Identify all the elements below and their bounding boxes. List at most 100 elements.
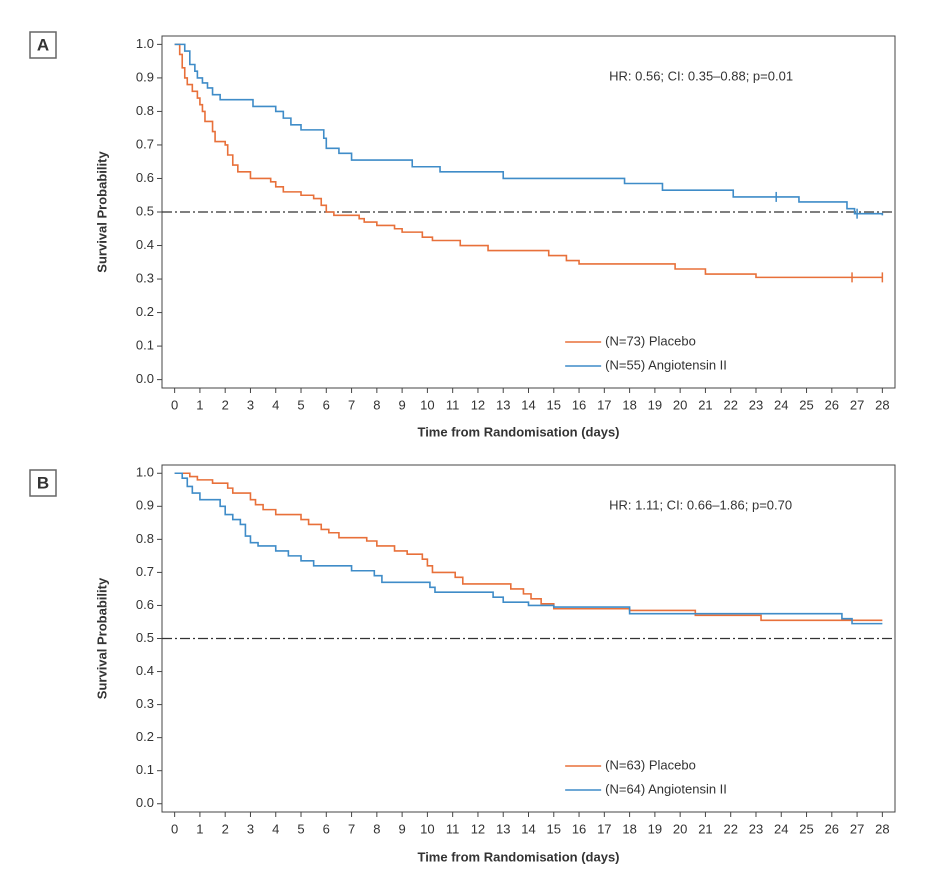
y-tick-label: 0.3 (136, 270, 154, 285)
x-tick-label: 11 (446, 821, 460, 836)
y-tick-label: 0.9 (136, 69, 154, 84)
x-axis-title: Time from Randomisation (days) (417, 849, 619, 864)
x-tick-label: 14 (521, 397, 535, 412)
x-tick-label: 21 (698, 821, 712, 836)
x-tick-label: 19 (648, 397, 662, 412)
y-tick-label: 0.6 (136, 170, 154, 185)
y-tick-label: 0.6 (136, 597, 154, 612)
x-tick-label: 20 (673, 821, 687, 836)
annotation: HR: 0.56; CI: 0.35–0.88; p=0.01 (609, 68, 793, 83)
x-tick-label: 1 (196, 821, 203, 836)
x-tick-label: 10 (420, 821, 434, 836)
y-axis-title: Survival Probability (94, 151, 109, 273)
y-tick-label: 0.1 (136, 338, 154, 353)
x-tick-label: 5 (297, 397, 304, 412)
x-tick-label: 28 (875, 397, 889, 412)
x-tick-label: 20 (673, 397, 687, 412)
y-tick-label: 0.9 (136, 498, 154, 513)
x-tick-label: 3 (247, 397, 254, 412)
y-tick-label: 0.7 (136, 564, 154, 579)
x-tick-label: 13 (496, 821, 510, 836)
legend-label: (N=64) Angiotensin II (605, 781, 727, 796)
y-tick-label: 0.3 (136, 696, 154, 711)
x-tick-label: 3 (247, 821, 254, 836)
panel-label-box (29, 469, 57, 497)
y-tick-label: 0.0 (136, 371, 154, 386)
x-tick-label: 12 (471, 397, 485, 412)
x-tick-label: 18 (622, 397, 636, 412)
x-tick-label: 16 (572, 397, 586, 412)
y-tick-label: 0.8 (136, 103, 154, 118)
x-tick-label: 23 (749, 397, 763, 412)
x-tick-label: 14 (521, 821, 535, 836)
x-tick-label: 24 (774, 397, 788, 412)
y-tick-label: 0.7 (136, 136, 154, 151)
x-tick-label: 26 (825, 397, 839, 412)
x-tick-label: 7 (348, 821, 355, 836)
x-tick-label: 0 (171, 397, 178, 412)
x-tick-label: 15 (547, 821, 561, 836)
x-tick-label: 27 (850, 397, 864, 412)
x-axis-title: Time from Randomisation (days) (417, 424, 619, 439)
y-tick-label: 1.0 (136, 36, 154, 51)
x-tick-label: 4 (272, 821, 279, 836)
survival-curve (174, 472, 883, 625)
x-tick-label: 9 (399, 821, 406, 836)
x-tick-label: 7 (348, 397, 355, 412)
x-tick-label: 5 (297, 821, 304, 836)
x-tick-label: 17 (597, 821, 611, 836)
y-tick-label: 0.4 (136, 663, 154, 678)
panel-label: A (37, 35, 49, 54)
panel-label-box (29, 31, 57, 59)
x-tick-label: 16 (572, 821, 586, 836)
x-tick-label: 12 (471, 821, 485, 836)
x-tick-label: 10 (420, 397, 434, 412)
x-tick-label: 0 (171, 821, 178, 836)
x-tick-label: 15 (547, 397, 561, 412)
y-axis-title: Survival Probability (94, 577, 109, 699)
x-tick-label: 4 (272, 397, 279, 412)
x-tick-label: 25 (799, 821, 813, 836)
y-tick-label: 0.1 (136, 762, 154, 777)
x-tick-label: 27 (850, 821, 864, 836)
y-tick-label: 1.0 (136, 465, 154, 480)
annotation: HR: 1.11; CI: 0.66–1.86; p=0.70 (609, 497, 792, 512)
legend-label: (N=63) Placebo (605, 757, 696, 772)
y-tick-label: 0.8 (136, 531, 154, 546)
y-tick-label: 0.2 (136, 729, 154, 744)
panel-label: B (37, 473, 49, 492)
x-tick-label: 22 (723, 397, 737, 412)
legend-label: (N=73) Placebo (605, 333, 696, 348)
y-tick-label: 0.5 (136, 203, 154, 218)
x-tick-label: 6 (323, 821, 330, 836)
x-tick-label: 9 (399, 397, 406, 412)
x-tick-label: 2 (222, 821, 229, 836)
x-tick-label: 2 (222, 397, 229, 412)
legend-label: (N=55) Angiotensin II (605, 357, 727, 372)
x-tick-label: 13 (496, 397, 510, 412)
x-tick-label: 25 (799, 397, 813, 412)
x-tick-label: 17 (597, 397, 611, 412)
x-tick-label: 1 (196, 397, 203, 412)
survival-curve (174, 43, 884, 216)
y-tick-label: 0.4 (136, 237, 154, 252)
survival-curve (174, 43, 883, 279)
x-tick-label: 18 (622, 821, 636, 836)
y-tick-label: 0.0 (136, 795, 154, 810)
x-tick-label: 22 (723, 821, 737, 836)
x-tick-label: 8 (373, 397, 380, 412)
x-tick-label: 23 (749, 821, 763, 836)
y-tick-label: 0.5 (136, 630, 154, 645)
x-tick-label: 6 (323, 397, 330, 412)
y-tick-label: 0.2 (136, 304, 154, 319)
x-tick-label: 24 (774, 821, 788, 836)
x-tick-label: 21 (698, 397, 712, 412)
x-tick-label: 11 (446, 397, 460, 412)
survival-curve (174, 472, 883, 622)
x-tick-label: 26 (825, 821, 839, 836)
x-tick-label: 8 (373, 821, 380, 836)
x-tick-label: 28 (875, 821, 889, 836)
x-tick-label: 19 (648, 821, 662, 836)
